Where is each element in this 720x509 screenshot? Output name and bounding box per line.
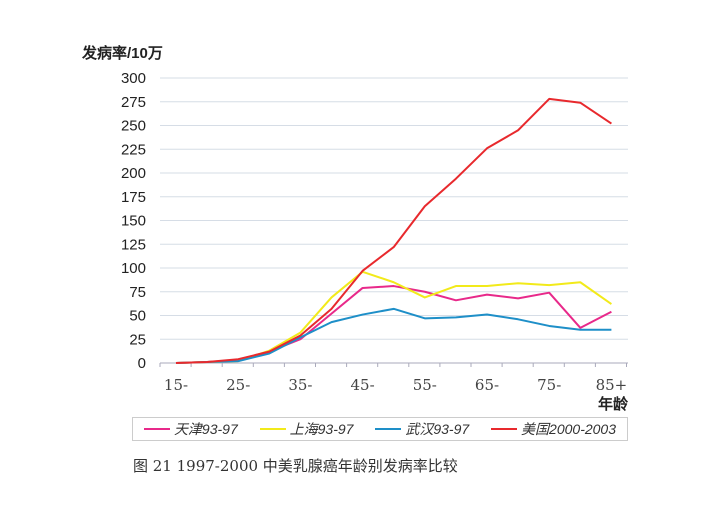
x-tick-label: 25- — [226, 376, 250, 394]
legend-label: 上海93-97 — [289, 421, 354, 437]
y-tick-label: 100 — [121, 260, 146, 277]
x-tick-label: 15- — [164, 376, 188, 394]
legend-label: 天津93-97 — [173, 421, 238, 437]
x-tick-label: 35- — [288, 376, 312, 394]
legend-item: 上海93-97 — [259, 419, 354, 439]
y-tick-label: 125 — [121, 236, 146, 253]
y-tick-label: 50 — [129, 308, 146, 325]
y-tick-label: 0 — [138, 355, 146, 372]
x-tick-label: 85+ — [596, 376, 628, 394]
y-tick-label: 225 — [121, 141, 146, 158]
legend: 天津93-97 上海93-97 武汉93-97 美国2000-2003 — [132, 417, 628, 441]
legend-label: 武汉93-97 — [405, 421, 470, 437]
x-axis-label: 年龄 — [598, 396, 629, 413]
series-line — [175, 97, 612, 364]
x-tick-label: 65- — [475, 376, 499, 394]
y-tick-label: 300 — [121, 70, 146, 87]
legend-item: 武汉93-97 — [375, 419, 469, 439]
legend-item: 美国2000-2003 — [491, 419, 616, 439]
y-tick-label: 75 — [129, 284, 146, 301]
legend-swatch — [375, 428, 402, 430]
figure-caption: 图 21 1997-2000 中美乳腺癌年龄别发病率比较 — [133, 457, 458, 475]
legend-swatch — [143, 428, 170, 430]
legend-swatch — [491, 428, 518, 430]
x-tick-label: 45- — [351, 376, 375, 394]
x-tick-label: 55- — [413, 376, 437, 394]
y-tick-label: 175 — [121, 189, 146, 206]
legend-item: 天津93-97 — [143, 419, 238, 439]
y-tick-label: 200 — [121, 165, 146, 182]
x-tick-label: 75- — [537, 376, 561, 394]
y-axis-label: 发病率/10万 — [82, 45, 163, 62]
y-tick-label: 275 — [121, 94, 146, 111]
series-line — [175, 307, 612, 364]
y-tick-label: 250 — [121, 118, 146, 135]
legend-swatch — [259, 428, 286, 430]
y-tick-label: 150 — [121, 213, 146, 230]
legend-label: 美国2000-2003 — [521, 421, 616, 437]
y-tick-label: 25 — [129, 331, 146, 348]
